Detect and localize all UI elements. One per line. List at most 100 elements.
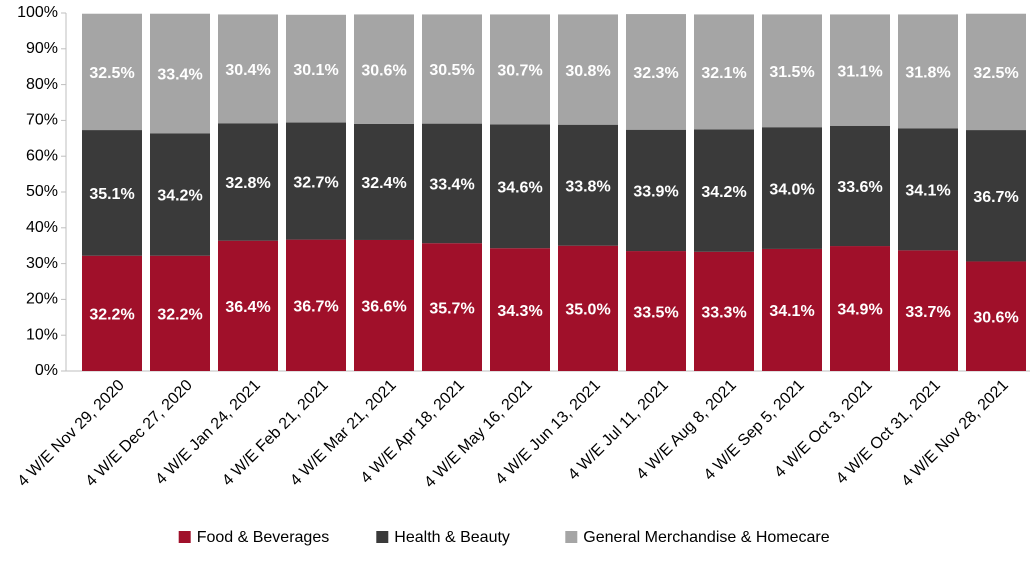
bar-segment (82, 130, 142, 256)
bar-segment (218, 14, 278, 124)
y-tick-label: 60% (26, 147, 58, 164)
value-label: 34.9% (837, 302, 882, 319)
legend-label: General Merchandise & Homecare (583, 529, 829, 546)
value-label: 31.8% (905, 65, 950, 82)
value-label: 32.4% (361, 175, 406, 192)
y-tick-label: 10% (26, 326, 58, 343)
value-label: 32.2% (157, 307, 202, 324)
value-label: 33.4% (429, 177, 474, 194)
value-label: 30.1% (293, 62, 338, 79)
value-label: 30.8% (565, 63, 610, 80)
value-label: 34.1% (769, 303, 814, 320)
bar-segment (898, 128, 958, 251)
value-label: 33.8% (565, 178, 610, 195)
value-label: 30.7% (497, 63, 542, 80)
bar-segment (762, 127, 822, 249)
bar-segment (354, 239, 414, 371)
bar-segment (898, 250, 958, 371)
value-label: 31.1% (837, 63, 882, 80)
legend-swatch (376, 531, 389, 543)
bar-segment (354, 14, 414, 124)
legend-label: Health & Beauty (394, 529, 510, 546)
value-label: 32.7% (293, 174, 338, 191)
bar-segment (558, 245, 618, 371)
y-tick-label: 50% (26, 183, 58, 200)
value-label: 35.1% (89, 186, 134, 203)
value-label: 30.4% (225, 62, 270, 79)
value-label: 32.1% (701, 65, 746, 82)
value-label: 33.9% (633, 184, 678, 201)
value-label: 32.5% (89, 65, 134, 82)
value-label: 33.6% (837, 179, 882, 196)
value-label: 30.5% (429, 62, 474, 79)
value-label: 35.0% (565, 302, 610, 319)
y-tick-label: 20% (26, 291, 58, 308)
value-label: 32.8% (225, 175, 270, 192)
bar-segment (422, 14, 482, 124)
value-label: 33.4% (157, 67, 202, 84)
value-label: 30.6% (973, 309, 1018, 326)
value-label: 33.5% (633, 304, 678, 321)
bar-segment (558, 14, 618, 125)
bar-segment (626, 129, 686, 252)
bar-segment (150, 133, 210, 256)
bar-segment (694, 129, 754, 252)
bar-segment (762, 14, 822, 128)
bar-segment (422, 123, 482, 244)
value-label: 32.5% (973, 65, 1018, 82)
value-label: 34.0% (769, 181, 814, 198)
y-tick-label: 80% (26, 76, 58, 93)
value-label: 31.5% (769, 64, 814, 81)
bar-segment (966, 130, 1026, 262)
bar-segment (150, 13, 210, 134)
bar-segment (694, 14, 754, 130)
value-label: 36.7% (293, 299, 338, 316)
bar-segment (490, 124, 550, 249)
value-label: 32.2% (89, 307, 134, 324)
bar-segment (626, 251, 686, 371)
bar-segment (218, 240, 278, 371)
bar-segment (762, 248, 822, 371)
value-label: 34.2% (701, 184, 746, 201)
legend-swatch (178, 531, 191, 543)
bar-segment (82, 255, 142, 371)
bar-segment (286, 239, 346, 371)
value-label: 36.4% (225, 299, 270, 316)
y-tick-label: 0% (35, 362, 58, 379)
value-label: 30.6% (361, 62, 406, 79)
bar-segment (286, 14, 346, 123)
bar-segment (830, 246, 890, 371)
value-label: 34.6% (497, 179, 542, 196)
bar-segment (626, 14, 686, 130)
bar-segment (966, 13, 1026, 131)
legend-swatch (565, 531, 578, 543)
bar-segment (82, 13, 142, 131)
bar-segment (558, 124, 618, 246)
bar-segment (694, 251, 754, 371)
bar-segment (422, 243, 482, 371)
bar-segment (898, 14, 958, 129)
legend-label: Food & Beverages (197, 529, 330, 546)
bar-segment (490, 248, 550, 371)
value-label: 33.3% (701, 305, 746, 322)
value-label: 36.7% (973, 189, 1018, 206)
bar-segment (150, 255, 210, 371)
bar-segment (218, 123, 278, 241)
y-tick-label: 70% (26, 112, 58, 129)
bar-segment (490, 14, 550, 125)
y-tick-label: 40% (26, 219, 58, 236)
bar-segment (830, 125, 890, 247)
bar-segment (286, 122, 346, 240)
bar-segment (966, 261, 1026, 371)
value-label: 34.3% (497, 303, 542, 320)
value-label: 35.7% (429, 300, 474, 317)
bar-segment (354, 123, 414, 240)
value-label: 32.3% (633, 65, 678, 82)
y-tick-label: 100% (17, 4, 58, 21)
value-label: 36.6% (361, 299, 406, 316)
value-label: 34.1% (905, 183, 950, 200)
y-tick-label: 30% (26, 255, 58, 272)
bar-segment (830, 14, 890, 126)
